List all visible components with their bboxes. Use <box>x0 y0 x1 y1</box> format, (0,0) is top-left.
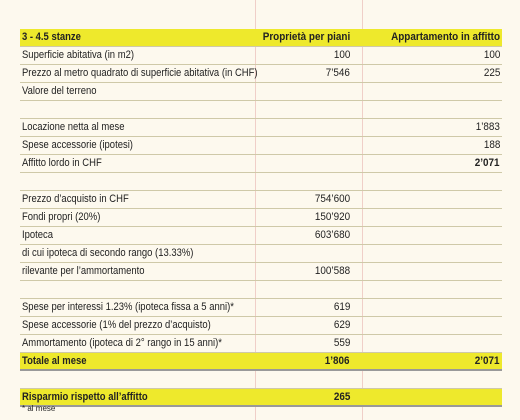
cell-label: Affitto lordo in CHF <box>22 157 102 169</box>
cell-label: 3 - 4.5 stanze <box>22 31 81 43</box>
table-row: Spese accessorie (ipotesi) 188 <box>20 137 502 155</box>
cell-value: 188 <box>483 139 500 151</box>
cell-value: 100 <box>333 49 350 61</box>
cell-label: Spese accessorie (ipotesi) <box>22 139 133 151</box>
cell-value: 100 <box>483 49 500 61</box>
column-rule <box>362 0 363 420</box>
cell-label: Totale al mese <box>22 355 87 367</box>
cell-value: 754’600 <box>314 193 350 205</box>
cell-label: Risparmio rispetto all’affitto <box>22 391 148 403</box>
cell-label: Prezzo d’acquisto in CHF <box>22 193 129 205</box>
cell-value: 7’546 <box>325 67 350 79</box>
cell-label: Ammortamento (ipoteca di 2° rango in 15 … <box>22 337 222 349</box>
table-row: Spese per interessi 1.23% (ipoteca fissa… <box>20 299 502 317</box>
cell-value: 1’806 <box>325 355 350 367</box>
table-row: Prezzo d’acquisto in CHF 754’600 <box>20 191 502 209</box>
cell-label: di cui ipoteca di secondo rango (13.33%) <box>22 247 194 259</box>
cell-label: Locazione netta al mese <box>22 121 125 133</box>
cell-value: Appartamento in affitto <box>391 31 500 43</box>
cell-value: 2’071 <box>475 355 500 367</box>
cell-value: 559 <box>333 337 350 349</box>
spacer-row <box>20 173 502 191</box>
cell-label: Spese per interessi 1.23% (ipoteca fissa… <box>22 301 234 313</box>
table-row: Spese accessorie (1% del prezzo d’acquis… <box>20 317 502 335</box>
table-row: Ipoteca 603’680 <box>20 227 502 245</box>
table-row: Affitto lordo in CHF 2’071 <box>20 155 502 173</box>
table-row: Totale al mese 1’806 2’071 <box>20 353 502 371</box>
table-row: Superficie abitativa (in m2) 100 100 <box>20 47 502 65</box>
cell-label: Prezzo al metro quadrato di superficie a… <box>22 67 258 79</box>
cell-value: 2’071 <box>475 157 500 169</box>
spacer-row <box>20 281 502 299</box>
cell-label: Valore del terreno <box>22 85 97 97</box>
cell-label: Superficie abitativa (in m2) <box>22 49 135 61</box>
table: 3 - 4.5 stanze Proprietà per piani Apparta… <box>20 29 502 407</box>
cell-value: 150’920 <box>314 211 350 223</box>
table-row: Prezzo al metro quadrato di superficie a… <box>20 65 502 83</box>
cell-value: Proprietà per piani <box>262 31 350 43</box>
column-rule <box>255 0 256 420</box>
cell-value: 603’680 <box>314 229 350 241</box>
footnote: * al mese <box>22 404 56 413</box>
table-row: rilevante per l’ammortamento 100’588 <box>20 263 502 281</box>
table-row: Valore del terreno <box>20 83 502 101</box>
cell-label: Ipoteca <box>22 229 54 241</box>
table-row: Fondi propri (20%) 150’920 <box>20 209 502 227</box>
table-row: Risparmio rispetto all’affitto 265 <box>20 389 502 407</box>
cell-value: 100’588 <box>314 265 350 277</box>
cell-value: 265 <box>333 391 350 403</box>
cell-label: Fondi propri (20%) <box>22 211 101 223</box>
cell-label: Spese accessorie (1% del prezzo d’acquis… <box>22 319 211 331</box>
table-row: di cui ipoteca di secondo rango (13.33%) <box>20 245 502 263</box>
table-row: Ammortamento (ipoteca di 2° rango in 15 … <box>20 335 502 353</box>
cell-value: 225 <box>483 67 500 79</box>
spacer-row <box>20 371 502 389</box>
cell-value: 619 <box>333 301 350 313</box>
cell-value: 629 <box>333 319 350 331</box>
cell-value: 1’883 <box>475 121 500 133</box>
table-row: Locazione netta al mese 1’883 <box>20 119 502 137</box>
table-row: 3 - 4.5 stanze Proprietà per piani Apparta… <box>20 29 502 47</box>
cell-label: rilevante per l’ammortamento <box>22 265 145 277</box>
spacer-row <box>20 101 502 119</box>
